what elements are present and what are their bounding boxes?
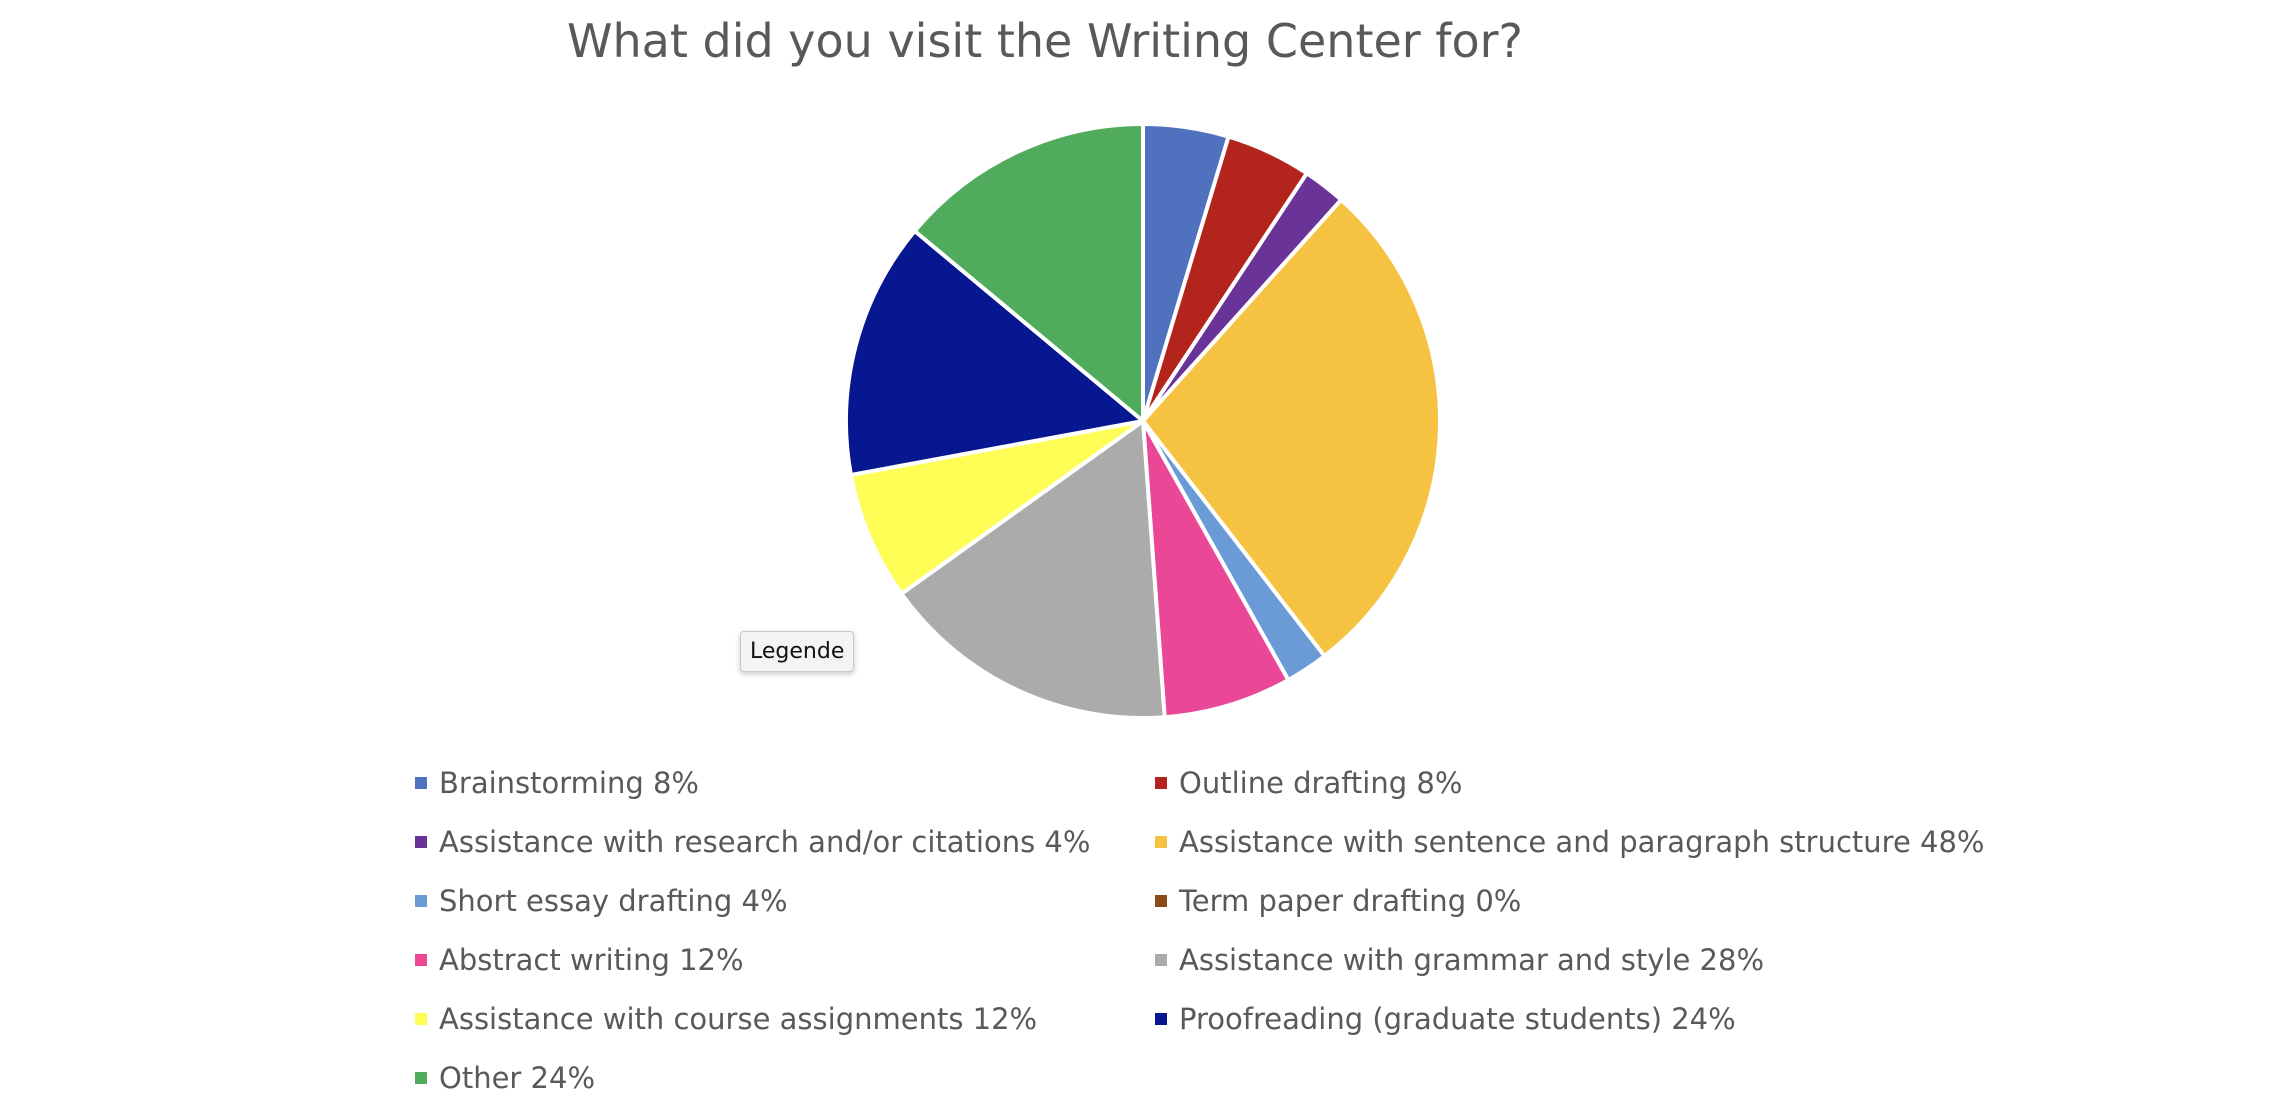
legend-label: Assistance with research and/or citation…: [439, 825, 1091, 859]
legend-swatch: [415, 777, 427, 789]
legend-label: Abstract writing 12%: [439, 943, 744, 977]
legend-label: Term paper drafting 0%: [1179, 884, 1522, 918]
legend-item-sentence-paragraph[interactable]: Assistance with sentence and paragraph s…: [1155, 822, 1984, 862]
legend-swatch: [1155, 954, 1167, 966]
pie-slice-7[interactable]: [899, 419, 1167, 720]
legend-tooltip: Legende: [740, 631, 855, 672]
pie-slice-8[interactable]: [848, 419, 1145, 596]
pie-slice-10[interactable]: [912, 122, 1145, 423]
legend-label: Assistance with grammar and style 28%: [1179, 943, 1764, 977]
legend-item-short-essay[interactable]: Short essay drafting 4%: [415, 881, 788, 921]
legend-swatch: [415, 1072, 427, 1084]
legend-label: Assistance with sentence and paragraph s…: [1179, 825, 1985, 859]
legend-item-term-paper[interactable]: Term paper drafting 0%: [1155, 881, 1521, 921]
legend-item-course-assignments[interactable]: Assistance with course assignments 12%: [415, 999, 1037, 1039]
pie-slice-9[interactable]: [844, 229, 1145, 477]
legend-label: Assistance with course assignments 12%: [439, 1002, 1038, 1036]
legend-item-outline-drafting[interactable]: Outline drafting 8%: [1155, 763, 1462, 803]
legend-label: Other 24%: [439, 1061, 596, 1095]
legend-label: Short essay drafting 4%: [439, 884, 788, 918]
legend-swatch: [415, 1013, 427, 1025]
legend-swatch: [415, 895, 427, 907]
legend-swatch: [415, 954, 427, 966]
legend-label: Outline drafting 8%: [1179, 766, 1463, 800]
legend-item-research-citations[interactable]: Assistance with research and/or citation…: [415, 822, 1090, 862]
chart-title: What did you visit the Writing Center fo…: [567, 14, 1523, 68]
legend-swatch: [1155, 895, 1167, 907]
legend-label: Proofreading (graduate students) 24%: [1179, 1002, 1736, 1036]
legend-item-proofreading[interactable]: Proofreading (graduate students) 24%: [1155, 999, 1736, 1039]
legend-item-grammar-style[interactable]: Assistance with grammar and style 28%: [1155, 940, 1764, 980]
pie-slice-3[interactable]: [1141, 197, 1442, 659]
legend-label: Brainstorming 8%: [439, 766, 699, 800]
legend-swatch: [1155, 1013, 1167, 1025]
legend-swatch: [415, 836, 427, 848]
legend-swatch: [1155, 836, 1167, 848]
pie-slice-6[interactable]: [1141, 419, 1291, 720]
legend-swatch: [1155, 777, 1167, 789]
legend-item-brainstorming[interactable]: Brainstorming 8%: [415, 763, 699, 803]
legend-item-other[interactable]: Other 24%: [415, 1058, 595, 1098]
legend-item-abstract-writing[interactable]: Abstract writing 12%: [415, 940, 744, 980]
